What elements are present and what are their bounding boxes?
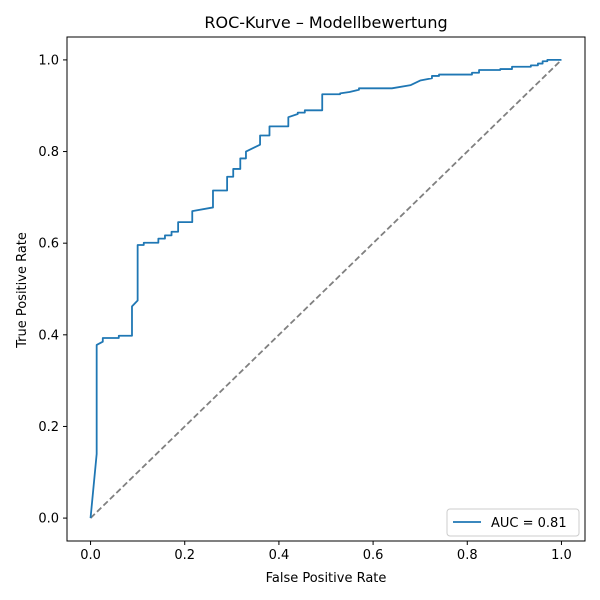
x-tick-label: 1.0 xyxy=(551,548,572,563)
x-tick-label: 0.6 xyxy=(363,548,384,563)
y-tick-label: 0.2 xyxy=(38,420,59,435)
legend-box xyxy=(446,508,580,537)
x-tick-label: 0.2 xyxy=(174,548,195,563)
y-tick-label: 0.8 xyxy=(38,145,59,160)
chart-title: ROC-Kurve – Modellbewertung xyxy=(204,13,447,32)
x-tick-label: 0.4 xyxy=(269,548,290,563)
legend: AUC = 0.81 xyxy=(446,508,580,537)
legend-label-auc: AUC = 0.81 xyxy=(491,516,567,531)
chance-diagonal-line xyxy=(89,59,563,519)
y-axis-label: True Positive Rate xyxy=(15,232,30,349)
x-tick-label: 0.8 xyxy=(457,548,478,563)
roc-curve-line xyxy=(89,59,562,519)
plot-area: 0.0 0.2 0.4 0.6 0.8 1.0 0.0 0.2 0.4 0.6 0.8 1.0 xyxy=(38,36,586,563)
plot-frame xyxy=(66,36,586,542)
y-tick-label: 0.6 xyxy=(38,237,59,252)
y-tick-label: 0.0 xyxy=(38,512,59,527)
x-tick-label: 0.0 xyxy=(80,548,101,563)
x-axis-label: False Positive Rate xyxy=(266,571,387,586)
y-tick-label: 1.0 xyxy=(38,53,59,68)
y-tick-label: 0.4 xyxy=(38,328,59,343)
